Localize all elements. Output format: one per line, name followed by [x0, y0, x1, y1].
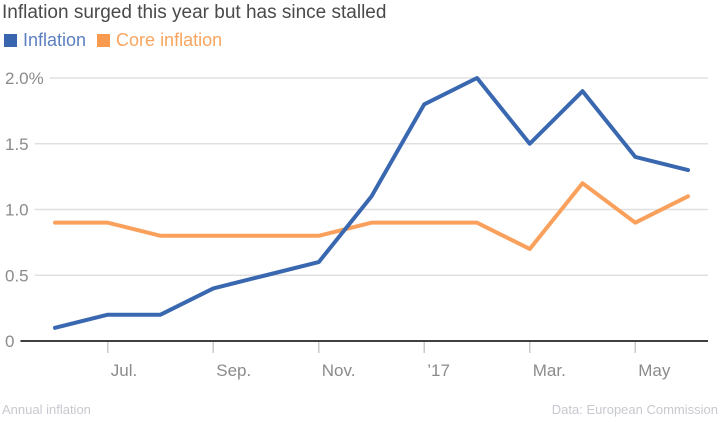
- y-axis-tick-label: 0.5: [5, 266, 29, 285]
- legend-item-core-inflation: Core inflation: [97, 31, 222, 49]
- core-inflation-swatch-icon: [97, 33, 111, 47]
- series-line-inflation: [53, 76, 690, 330]
- series-line-core-inflation: [53, 181, 690, 251]
- chart-legend: Inflation Core inflation: [4, 31, 233, 49]
- chart-title: Inflation surged this year but has since…: [2, 2, 387, 23]
- x-axis-tick-label: Jul.: [111, 361, 137, 380]
- x-axis-tick-label: ’17: [427, 361, 450, 380]
- source-note: Annual inflation: [2, 402, 91, 417]
- x-axis-tick-label: Sep.: [216, 361, 251, 380]
- y-axis-tick-label: 1.5: [5, 135, 29, 154]
- y-axis-tick-label: 2.0%: [5, 69, 44, 88]
- x-axis-tick-label: Nov.: [322, 361, 356, 380]
- x-axis-tick-label: May: [638, 361, 671, 380]
- legend-label-core-inflation: Core inflation: [116, 30, 223, 50]
- legend-item-inflation: Inflation: [4, 31, 86, 49]
- legend-label-inflation: Inflation: [23, 30, 87, 50]
- data-source-note: Data: European Commission: [551, 402, 718, 417]
- y-axis-tick-label: 0: [5, 332, 14, 351]
- inflation-swatch-icon: [4, 33, 17, 47]
- y-axis-tick-label: 1.0: [5, 201, 29, 220]
- x-axis-tick-label: Mar.: [533, 361, 566, 380]
